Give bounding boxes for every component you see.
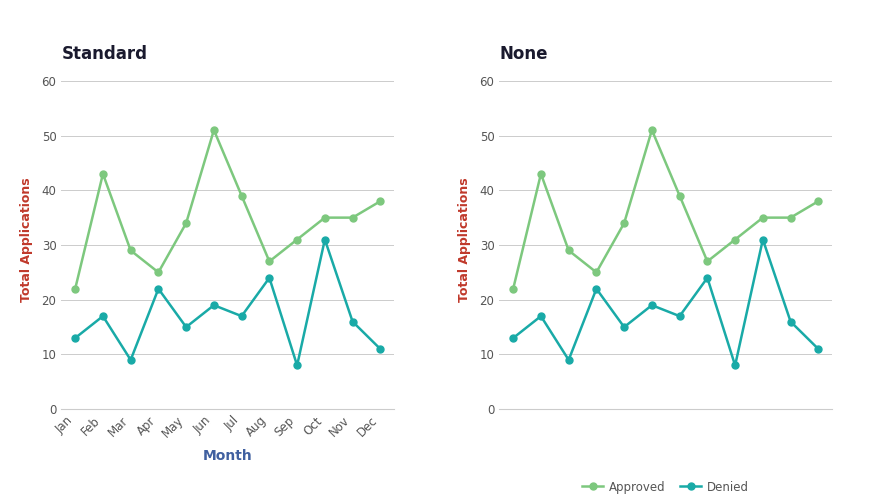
- Y-axis label: Total Applications: Total Applications: [20, 177, 33, 302]
- X-axis label: Month: Month: [203, 449, 252, 463]
- Legend: Approved, Denied: Approved, Denied: [577, 476, 754, 499]
- Text: None: None: [499, 45, 548, 63]
- Y-axis label: Total Applications: Total Applications: [458, 177, 471, 302]
- Text: Standard: Standard: [61, 45, 147, 63]
